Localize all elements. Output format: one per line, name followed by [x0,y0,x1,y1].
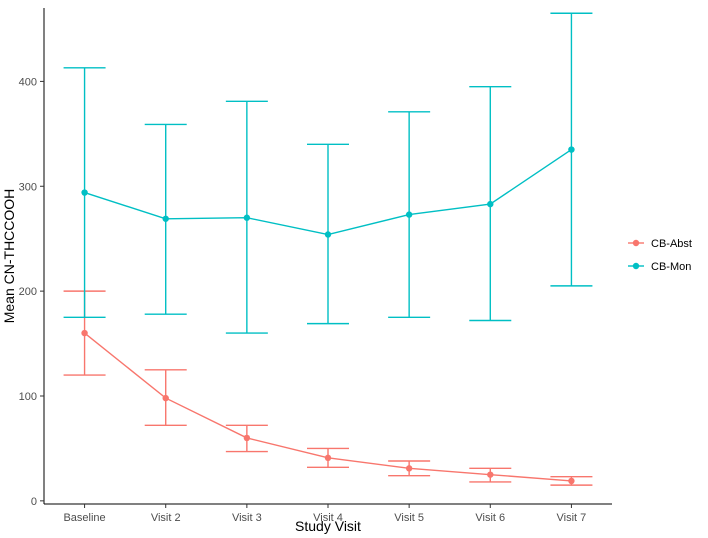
data-point [568,146,575,153]
y-ticks: 0 100 200 300 400 [19,76,44,508]
y-axis-title: Mean CN-THCCOOH [1,189,17,324]
data-point [487,471,494,478]
data-point [81,189,88,196]
x-axis-title: Study Visit [295,518,361,534]
series-cb-mon [63,12,593,334]
data-point [162,394,169,402]
data-point [243,214,251,221]
x-tick-label: Visit 6 [475,512,505,524]
legend-key-point [632,239,640,247]
data-point [405,465,413,472]
y-tick-label: 0 [31,496,37,508]
x-tick-label: Visit 4 [313,512,343,524]
data-point [243,434,251,442]
plot-area [63,12,593,486]
legend-label: CB-Mon [651,261,691,273]
x-tick-label: Visit 5 [394,512,424,524]
y-tick-label: 200 [19,286,37,298]
x-tick-label: Baseline [63,512,105,524]
legend-key-point [632,262,640,270]
x-tick-label: Visit 7 [557,512,587,524]
data-point [568,477,575,485]
data-point [81,329,88,337]
y-tick-label: 300 [19,181,37,193]
data-point [405,211,413,218]
data-point [487,200,494,208]
x-ticks: Baseline Visit 2 Visit 3 Visit 4 Visit 5 Visi… [63,504,586,524]
x-tick-label: Visit 2 [151,512,181,524]
y-tick-label: 400 [19,76,37,88]
y-tick-label: 100 [19,391,37,403]
legend-label: CB-Abst [651,238,692,250]
x-tick-label: Visit 3 [232,512,262,524]
legend-item-cb-mon: CB-Mon [628,261,691,273]
data-point [324,454,332,462]
data-point [162,215,169,222]
legend-item-cb-abst: CB-Abst [628,238,692,250]
data-point [324,231,332,238]
legend: CB-Abst CB-Mon [628,238,692,273]
series-cb-abst [63,290,593,486]
